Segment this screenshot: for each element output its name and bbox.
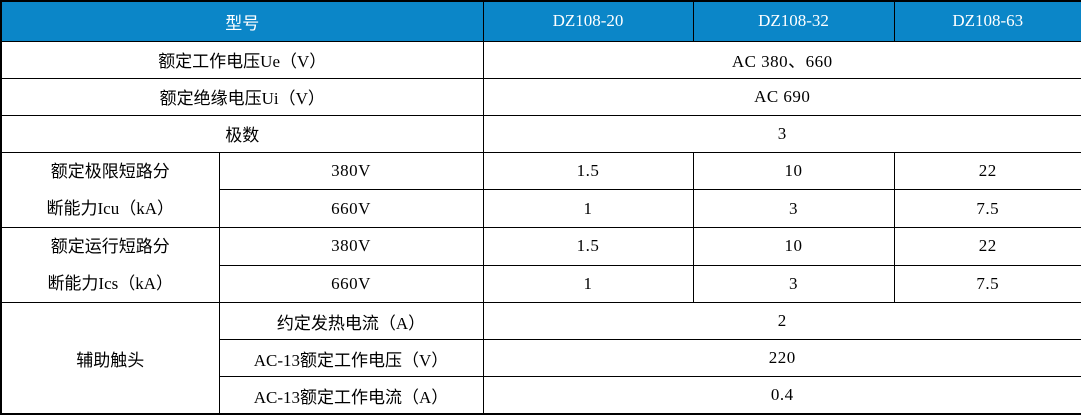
auxiliary-contact-label: 辅助触头 [0,302,220,415]
model-header-cell: 型号 [0,0,484,42]
aux-ac13-current-value: 0.4 [482,376,1081,415]
ics-660v-dz108-63: 7.5 [893,264,1081,304]
row-rated-insulation-voltage: 额定绝缘电压Ui（V） AC 690 [0,77,1081,116]
aux-ac13-current-label: AC-13额定工作电流（A） [218,376,484,415]
poles-value: 3 [482,114,1081,153]
ics-380v-voltage: 380V [218,226,484,266]
row-ics-380v: 额定运行短路分 断能力Ics（kA） 380V 1.5 10 22 [0,226,1081,304]
ics-660v-dz108-32: 3 [692,264,895,304]
row-icu-660v: 660V 1 3 7.5 [1,189,1081,228]
rated-working-voltage-value: AC 380、660 [482,40,1081,79]
icu-380v-dz108-32: 10 [692,151,895,191]
rated-insulation-voltage-label: 额定绝缘电压Ui（V） [0,77,484,116]
row-rated-working-voltage: 额定工作电压Ue（V） AC 380、660 [0,40,1081,79]
col-header-dz108-32: DZ108-32 [692,0,895,42]
aux-ac13-voltage-label: AC-13额定工作电压（V） [218,339,484,378]
ics-660v-dz108-20: 1 [482,264,694,304]
icu-660v-dz108-32: 3 [692,189,895,228]
aux-heating-current-label: 约定发热电流（A） [218,302,484,341]
ics-380v-dz108-20: 1.5 [482,226,694,266]
row-aux-ac13-voltage: AC-13额定工作电压（V） 220 [1,339,1081,378]
icu-660v-dz108-20: 1 [482,189,694,228]
aux-ac13-voltage-value: 220 [482,339,1081,378]
header-row: 型号 DZ108-20 DZ108-32 DZ108-63 [0,0,1081,42]
row-poles: 极数 3 [0,114,1081,153]
ics-380v-dz108-32: 10 [692,226,895,266]
icu-660v-dz108-63: 7.5 [893,189,1081,228]
rated-insulation-voltage-value: AC 690 [482,77,1081,116]
icu-380v-dz108-20: 1.5 [482,151,694,191]
row-icu-380v: 额定极限短路分 断能力Icu（kA） 380V 1.5 10 22 [0,151,1081,228]
row-aux-ac13-current: AC-13额定工作电流（A） 0.4 [1,376,1081,415]
row-aux-heating-current: 辅助触头 约定发热电流（A） 2 [0,302,1081,415]
icu-660v-voltage: 660V [218,189,484,228]
ics-660v-voltage: 660V [218,264,484,304]
ics-label: 额定运行短路分 断能力Ics（kA） [0,226,220,304]
icu-380v-voltage: 380V [218,151,484,191]
icu-label: 额定极限短路分 断能力Icu（kA） [0,151,220,228]
icu-380v-dz108-63: 22 [893,151,1081,191]
col-header-dz108-20: DZ108-20 [482,0,694,42]
aux-heating-current-value: 2 [482,302,1081,341]
col-header-dz108-63: DZ108-63 [893,0,1081,42]
rated-working-voltage-label: 额定工作电压Ue（V） [0,40,484,79]
row-ics-660v: 660V 1 3 7.5 [1,264,1081,304]
ics-380v-dz108-63: 22 [893,226,1081,266]
poles-label: 极数 [0,114,484,153]
